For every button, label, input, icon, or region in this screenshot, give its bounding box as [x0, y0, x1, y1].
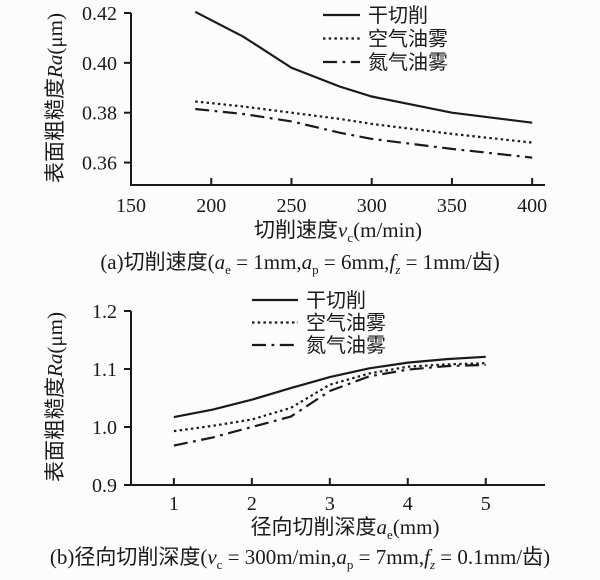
x-tick-label: 200 — [196, 195, 226, 217]
x-tick-label: 300 — [357, 195, 387, 217]
chart-radial-depth: 1 2 3 4 5 0.9 1.0 1.1 1.2 径向切削深度ae(mm) 表面粗糙度Ra(μm)… — [43, 289, 545, 539]
x-tick-label: 1 — [169, 493, 179, 515]
y-tick-label: 0.38 — [82, 103, 117, 125]
y-tick-label: 0.40 — [82, 53, 117, 75]
legend-label-air-oil-mist: 空气油雾 — [306, 312, 386, 335]
chart-a-line-air-oil-mist — [195, 100, 533, 144]
legend-label-nitrogen-oil-mist: 氮气油雾 — [306, 334, 386, 357]
legend-label-dry-cutting: 干切削 — [306, 289, 366, 312]
legend-label-dry-cutting: 干切削 — [368, 4, 428, 27]
x-tick-label: 250 — [276, 195, 306, 217]
x-tick-label: 4 — [403, 493, 413, 515]
x-tick-label: 2 — [247, 493, 257, 515]
chart-a-line-dry-cutting — [194, 10, 533, 124]
chart-b-line-air-oil-mist — [173, 362, 486, 433]
chart-b-y-axis-title: 表面粗糙度Ra(μm) — [43, 312, 67, 482]
chart-b-x-axis-title: 径向切削深度ae(mm) — [251, 515, 440, 539]
y-tick-label: 1.2 — [92, 301, 117, 323]
y-tick-label: 0.9 — [92, 475, 117, 497]
legend-label-nitrogen-oil-mist: 氮气油雾 — [368, 51, 448, 74]
chart-a-axes — [130, 13, 545, 186]
legend-label-air-oil-mist: 空气油雾 — [368, 28, 448, 51]
x-tick-label: 350 — [437, 195, 467, 217]
chart-a-x-axis-title: 切削速度vc(m/min) — [254, 218, 422, 245]
caption-b: (b)径向切削深度(vc = 300m/min,ap = 7mm,fz = 0.… — [49, 545, 551, 573]
chart-b-line-nitrogen-oil-mist — [173, 363, 486, 447]
x-tick-label: 5 — [481, 493, 491, 515]
y-tick-label: 0.36 — [82, 153, 117, 175]
x-tick-label: 400 — [517, 195, 547, 217]
y-tick-label: 1.1 — [92, 359, 117, 381]
x-tick-label: 150 — [116, 195, 146, 217]
chart-a-line-nitrogen-oil-mist — [195, 107, 533, 159]
y-tick-label: 1.0 — [92, 417, 117, 439]
chart-a-y-axis-title: 表面粗糙度Ra(μm) — [43, 13, 67, 183]
chart-cutting-speed: 150 200 250 300 350 400 0.36 0.38 0.40 0.42 切削速度vc… — [43, 3, 547, 245]
chart-b-line-dry-cutting — [173, 355, 486, 419]
caption-a: (a)切削速度(ae = 1mm,ap = 6mm,fz = 1mm/齿) — [100, 250, 500, 278]
y-tick-label: 0.42 — [82, 3, 117, 25]
x-tick-label: 3 — [325, 493, 335, 515]
